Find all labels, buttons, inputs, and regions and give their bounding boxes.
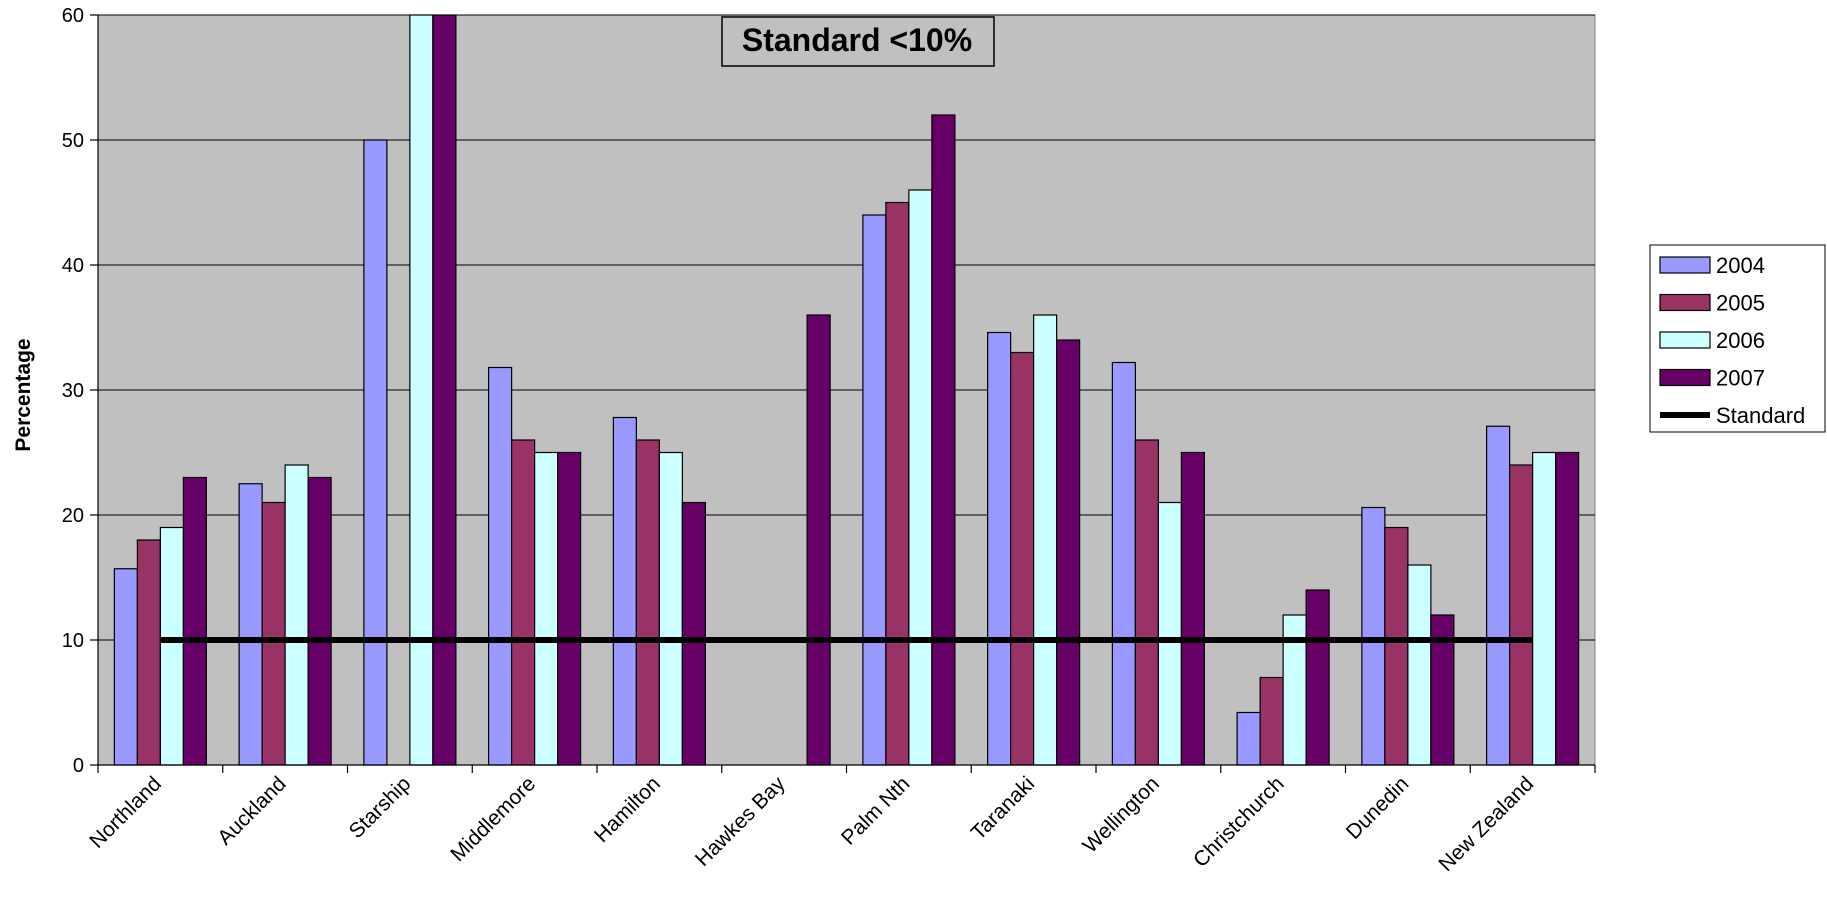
y-tick-label: 40 bbox=[62, 255, 84, 277]
bar-2005-taranaki bbox=[1010, 351, 1035, 766]
bar-2006-dunedin bbox=[1407, 564, 1432, 766]
bar-2007-starship bbox=[432, 14, 457, 766]
y-tick-label: 10 bbox=[62, 630, 84, 652]
bar-2005-wellington bbox=[1134, 439, 1159, 766]
y-tick-label: 20 bbox=[62, 505, 84, 527]
bar-2006-starship bbox=[409, 14, 434, 766]
x-category-label: Middlemore bbox=[446, 772, 540, 866]
legend-swatch-2007 bbox=[1659, 368, 1711, 387]
bar-2006-hamilton bbox=[658, 451, 683, 766]
bar-2006-northland bbox=[159, 526, 184, 766]
x-category-labels: Northland Auckland Starship Middlemore Hamil… bbox=[85, 772, 1538, 876]
legend-label: 2005 bbox=[1716, 291, 1765, 316]
x-category-label: Hawkes Bay bbox=[691, 772, 790, 871]
bar-2006-middlemore bbox=[534, 451, 559, 766]
x-category-label: Palm Nth bbox=[837, 772, 914, 849]
bar-2007-christchurch bbox=[1305, 589, 1330, 766]
bar-2004-northland bbox=[113, 568, 138, 766]
bar-2005-new-zealand bbox=[1509, 464, 1534, 766]
bar-2004-auckland bbox=[238, 483, 263, 766]
bar-2007-hawkes-bay bbox=[806, 314, 831, 766]
x-category-label: Northland bbox=[85, 772, 166, 853]
legend-swatch-2006 bbox=[1659, 331, 1711, 349]
legend-label: 2007 bbox=[1716, 366, 1765, 391]
bar-2006-wellington bbox=[1157, 501, 1182, 766]
bar-2005-middlemore bbox=[511, 439, 536, 766]
bar-2004-hamilton bbox=[612, 416, 637, 766]
bar-2005-christchurch bbox=[1259, 676, 1284, 766]
bar-2006-new-zealand bbox=[1532, 451, 1557, 766]
x-category-label: Dunedin bbox=[1342, 772, 1414, 844]
legend-label: 2006 bbox=[1716, 328, 1765, 353]
x-category-label: Christchurch bbox=[1189, 772, 1289, 872]
legend-swatch-2004 bbox=[1659, 256, 1711, 274]
bar-2007-new-zealand bbox=[1555, 451, 1580, 766]
bar-2007-middlemore bbox=[557, 451, 582, 766]
bar-2007-taranaki bbox=[1056, 339, 1081, 766]
x-category-label: Wellington bbox=[1079, 772, 1164, 857]
bar-2006-palm-nth bbox=[908, 189, 933, 766]
legend-label: Standard bbox=[1716, 403, 1805, 428]
y-tick-labels: 0 10 20 30 40 50 60 bbox=[62, 5, 84, 777]
y-tick-label: 0 bbox=[73, 755, 84, 777]
y-tick-label: 30 bbox=[62, 380, 84, 402]
bar-2004-christchurch bbox=[1236, 711, 1261, 766]
bar-2004-wellington bbox=[1111, 361, 1136, 766]
bar-2007-northland bbox=[182, 476, 207, 766]
chart-title: Standard <10% bbox=[742, 22, 972, 58]
legend: 2004 2005 2006 2007 Standard bbox=[1649, 244, 1826, 433]
bar-2004-dunedin bbox=[1361, 506, 1386, 766]
bar-2007-wellington bbox=[1180, 451, 1205, 766]
bar-2004-taranaki bbox=[987, 331, 1012, 766]
chart-title-box: Standard <10% bbox=[721, 16, 995, 67]
y-tick-label: 50 bbox=[62, 130, 84, 152]
x-category-label: Starship bbox=[345, 772, 416, 843]
bar-2005-northland bbox=[136, 539, 161, 766]
bar-2005-hamilton bbox=[635, 439, 660, 766]
bar-2004-starship bbox=[363, 139, 388, 766]
bar-2005-dunedin bbox=[1384, 526, 1409, 766]
legend-label: 2004 bbox=[1716, 253, 1765, 278]
bar-2006-auckland bbox=[284, 464, 309, 766]
bar-2005-auckland bbox=[261, 501, 286, 766]
bar-2004-middlemore bbox=[488, 366, 513, 766]
legend-swatch-2005 bbox=[1659, 293, 1711, 312]
x-category-label: Hamilton bbox=[590, 772, 665, 847]
bar-2006-taranaki bbox=[1033, 314, 1058, 766]
x-category-label: Auckland bbox=[213, 772, 290, 849]
bar-2004-new-zealand bbox=[1486, 425, 1511, 766]
x-category-label: Taranaki bbox=[967, 772, 1039, 844]
bar-2007-hamilton bbox=[681, 501, 706, 766]
y-tick-label: 60 bbox=[62, 5, 84, 27]
bar-2007-palm-nth bbox=[931, 114, 956, 766]
y-axis-title: Percentage bbox=[12, 338, 35, 451]
bars-group bbox=[113, 14, 1580, 766]
bar-2004-palm-nth bbox=[862, 214, 887, 766]
bar-2007-auckland bbox=[307, 476, 332, 766]
axes bbox=[90, 14, 1596, 773]
bar-2005-palm-nth bbox=[885, 201, 910, 766]
x-category-label: New Zealand bbox=[1434, 772, 1538, 876]
